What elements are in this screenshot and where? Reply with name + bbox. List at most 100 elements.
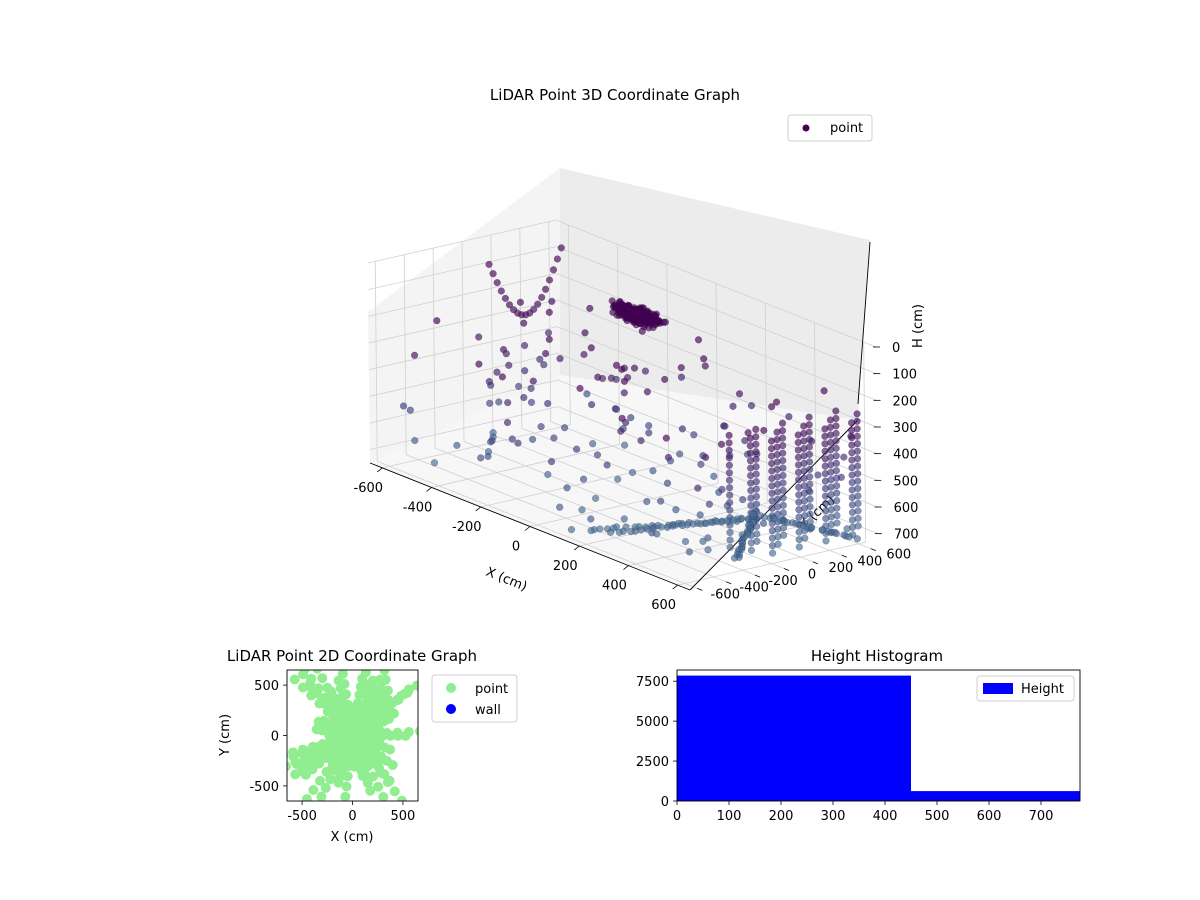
point-3d — [681, 537, 690, 546]
point-2d — [392, 727, 403, 738]
point-2d — [363, 744, 374, 754]
point-2d — [365, 785, 376, 796]
point-3d — [854, 522, 862, 530]
z-tick-label: 200 — [893, 394, 918, 409]
point-3d — [704, 546, 712, 554]
point-3d — [598, 374, 607, 383]
point-3d — [697, 520, 705, 528]
point-3d — [697, 460, 705, 468]
point-2d — [320, 782, 331, 793]
point-3d — [721, 422, 729, 430]
point-3d — [663, 479, 672, 487]
point-3d — [624, 305, 633, 313]
z-axis-label-3d: H (cm) — [911, 304, 926, 348]
point-3d — [778, 427, 787, 435]
point-3d — [752, 470, 760, 478]
point-3d — [685, 548, 694, 556]
point-3d — [557, 244, 565, 252]
point-3d — [772, 398, 781, 406]
grid-line — [368, 326, 558, 371]
y-tick-label-hist: 0 — [661, 795, 669, 810]
point-3d — [713, 517, 721, 526]
point-3d — [752, 448, 760, 456]
point-2d — [304, 761, 315, 772]
point-3d — [779, 486, 787, 495]
y-tick-label: -400 — [739, 581, 769, 596]
point-3d — [536, 355, 544, 363]
point-2d — [322, 742, 332, 753]
y-tick-mark — [726, 581, 732, 585]
point-3d — [521, 367, 529, 375]
grid-line — [369, 406, 558, 451]
point-3d — [645, 324, 653, 332]
y-tick-label-hist: 5000 — [636, 715, 669, 730]
point-3d — [502, 350, 510, 358]
point-3d — [488, 437, 496, 445]
point-3d — [627, 413, 635, 422]
point-3d — [550, 434, 558, 442]
point-3d — [854, 477, 862, 485]
grid-line — [548, 221, 552, 422]
point-3d — [612, 361, 621, 369]
point-3d — [545, 308, 553, 316]
point-2d — [331, 710, 342, 721]
point-3d — [607, 528, 615, 536]
point-2d — [297, 744, 308, 755]
point-3d — [833, 496, 841, 505]
grid-line — [368, 272, 557, 317]
point-3d — [672, 506, 680, 514]
point-3d — [548, 297, 556, 306]
point-3d — [475, 333, 483, 341]
point-3d — [657, 523, 665, 531]
histogram-title: Height Histogram — [811, 647, 943, 665]
histogram-bar — [677, 675, 911, 801]
point-2d — [375, 674, 385, 685]
point-2d — [311, 756, 322, 767]
point-3d — [643, 497, 651, 506]
legend-hist-swatch — [983, 683, 1013, 694]
ticks-hist: 0 100 200 300 400 500 600 700 0 2500 5000 7500 — [636, 675, 1054, 824]
point-3d — [801, 534, 809, 542]
point-2d — [341, 781, 352, 792]
point-3d — [854, 492, 862, 500]
point-3d — [767, 403, 776, 411]
point-3d — [805, 420, 813, 429]
point-3d — [747, 401, 756, 410]
point-2d — [312, 670, 323, 674]
point-3d — [514, 439, 522, 447]
point-3d — [529, 377, 537, 385]
y-axis-label-2d: Y (cm) — [218, 714, 233, 757]
point-3d — [489, 270, 497, 278]
point-3d — [477, 454, 485, 462]
point-3d — [637, 436, 645, 445]
point-3d — [520, 341, 529, 350]
point-2d — [300, 752, 310, 763]
point-3d — [430, 459, 439, 467]
point-3d — [579, 475, 588, 483]
point-3d — [779, 479, 787, 487]
point-3d — [530, 305, 538, 314]
point-3d — [814, 471, 822, 479]
x-tick-label: -400 — [403, 500, 433, 515]
point-3d — [591, 494, 600, 503]
point-3d — [759, 519, 768, 528]
point-3d — [690, 431, 698, 439]
y-tick-mark — [841, 554, 847, 558]
point-3d — [832, 422, 840, 430]
point-2d — [297, 682, 308, 693]
point-3d — [806, 510, 814, 518]
point-2d — [308, 785, 319, 795]
point-2d — [312, 686, 323, 697]
point-3d — [641, 312, 650, 320]
point-2d — [350, 722, 361, 733]
point-3d — [572, 445, 581, 453]
point-2d — [333, 745, 344, 756]
point-3d — [505, 361, 513, 369]
point-3d — [729, 516, 738, 524]
point-3d — [567, 525, 576, 534]
grid-3d — [367, 219, 879, 589]
x-tick-label-hist: 600 — [977, 809, 1002, 824]
point-3d — [614, 475, 622, 483]
x-tick-label-hist: 400 — [873, 809, 898, 824]
grid-line — [368, 246, 557, 291]
